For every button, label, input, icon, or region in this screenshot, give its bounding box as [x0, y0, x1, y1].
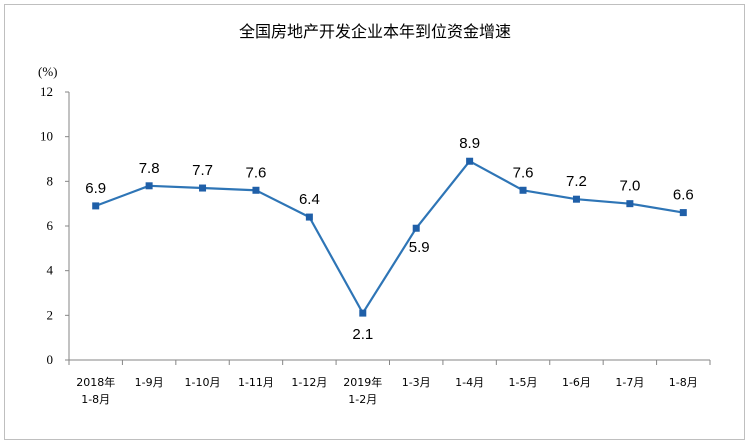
data-point	[145, 182, 153, 190]
y-tick-label: 6	[47, 218, 54, 233]
y-tick-label: 10	[40, 129, 53, 144]
x-tick-label: 1-10月	[185, 376, 221, 389]
x-tick-label: 1-8月	[669, 376, 698, 389]
x-tick-label: 1-6月	[562, 376, 591, 389]
x-tick-label: 2019年	[343, 375, 382, 389]
x-tick-label: 1-5月	[509, 376, 538, 389]
y-tick-label: 12	[40, 84, 53, 99]
data-point	[626, 200, 634, 208]
y-unit-label: (%)	[38, 64, 58, 79]
chart-title: 全国房地产开发企业本年到位资金增速	[238, 22, 511, 41]
data-label: 7.6	[513, 164, 534, 181]
y-tick-label: 4	[47, 263, 54, 278]
y-tick-label: 0	[47, 352, 54, 367]
data-label: 8.9	[459, 135, 480, 152]
x-tick-label: 1-12月	[291, 376, 327, 389]
data-point	[305, 213, 313, 221]
data-label: 7.2	[566, 173, 587, 190]
x-tick-label: 1-4月	[455, 376, 484, 389]
x-tick-label: 1-3月	[402, 376, 431, 389]
data-point	[466, 157, 474, 165]
data-label: 7.8	[139, 160, 160, 177]
data-label: 7.0	[619, 178, 640, 195]
data-point	[359, 309, 367, 317]
data-label: 6.4	[299, 191, 320, 208]
data-label: 6.6	[673, 187, 694, 204]
data-label: 7.6	[246, 164, 267, 181]
y-tick-label: 2	[47, 307, 54, 322]
data-label: 7.7	[192, 162, 213, 179]
data-point	[572, 195, 580, 203]
series-line	[95, 160, 684, 315]
y-tick-label: 8	[47, 173, 54, 188]
data-point	[92, 202, 100, 210]
data-label: 5.9	[409, 239, 430, 256]
x-tick-label: 1-9月	[135, 376, 164, 389]
x-tick-label: 1-8月	[81, 393, 110, 406]
data-label: 6.9	[85, 180, 106, 197]
data-label: 2.1	[352, 326, 373, 343]
x-tick-label: 1-2月	[348, 393, 377, 406]
data-point	[252, 186, 260, 194]
data-point	[199, 184, 207, 192]
data-point	[412, 224, 420, 232]
data-point	[679, 209, 687, 217]
chart-frame	[4, 4, 745, 440]
x-tick-label: 1-7月	[615, 376, 644, 389]
x-tick-label: 1-11月	[238, 376, 274, 389]
x-tick-label: 2018年	[76, 375, 115, 389]
data-point	[519, 186, 527, 194]
